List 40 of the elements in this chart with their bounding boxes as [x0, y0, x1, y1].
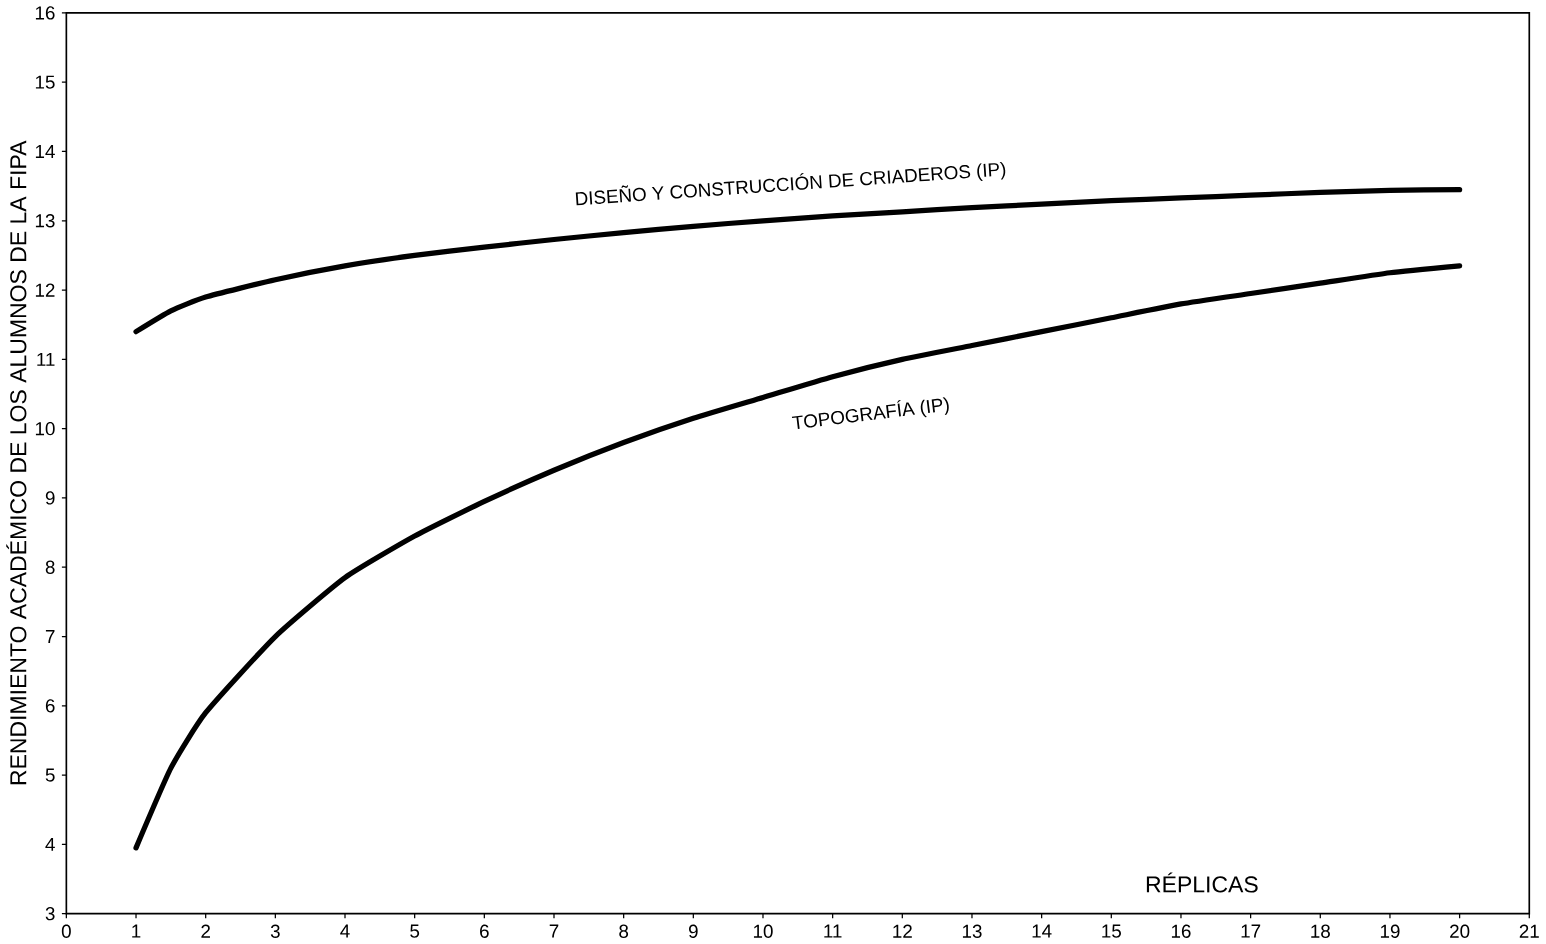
y-tick-label: 4: [45, 837, 55, 851]
x-tick-label: 4: [340, 924, 350, 938]
y-tick-label: 14: [35, 144, 55, 158]
x-tick-label: 12: [893, 924, 912, 938]
x-tick-label: 3: [270, 924, 280, 938]
x-tick-label: 6: [480, 924, 489, 938]
x-tick-label: 15: [1102, 924, 1121, 938]
x-tick-label: 9: [688, 924, 698, 938]
y-tick-label: 16: [35, 6, 55, 20]
y-tick-label: 7: [45, 629, 55, 643]
annotation: TOPOGRAFÍA (IP): [791, 397, 949, 429]
y-tick-label: 12: [35, 283, 55, 297]
y-tick-label: 9: [45, 491, 55, 505]
x-tick-label: 14: [1032, 924, 1052, 938]
x-tick-label: 8: [619, 924, 629, 938]
x-tick-label: 17: [1241, 924, 1261, 938]
x-tick-label: 0: [61, 924, 71, 938]
y-tick-label: 13: [35, 214, 55, 228]
y-axis-title: RENDIMIENTO ACADÉMICO DE LOS ALUMNOS DE LA FIPA: [6, 140, 27, 785]
x-tick-label: 7: [549, 924, 559, 938]
y-tick-label: 6: [45, 699, 55, 713]
x-tick-label: 21: [1519, 924, 1539, 938]
x-tick-label: 16: [1171, 924, 1191, 938]
x-tick-label: 10: [753, 924, 773, 938]
y-tick-label: 11: [37, 352, 55, 366]
y-tick-label: 15: [35, 75, 55, 89]
x-tick-label: 20: [1450, 924, 1470, 938]
x-tick-label: 18: [1311, 924, 1330, 938]
x-tick-label: 2: [201, 924, 210, 938]
x-tick-label: 13: [962, 924, 982, 938]
y-tick-label: 8: [45, 560, 55, 574]
y-tick-label: 5: [45, 768, 55, 782]
y-tick-label: 3: [45, 906, 55, 921]
x-tick-label: 1: [132, 924, 141, 938]
x-tick-label: 11: [824, 924, 842, 938]
y-tick-label: 10: [35, 421, 55, 436]
x-tick-label: 5: [410, 924, 420, 938]
x-axis-title: RÉPLICAS: [1146, 872, 1258, 893]
x-tick-label: 19: [1380, 924, 1400, 938]
annotation: DISEÑO Y CONSTRUCCIÓN DE CRIADEROS (IP): [575, 161, 1006, 206]
